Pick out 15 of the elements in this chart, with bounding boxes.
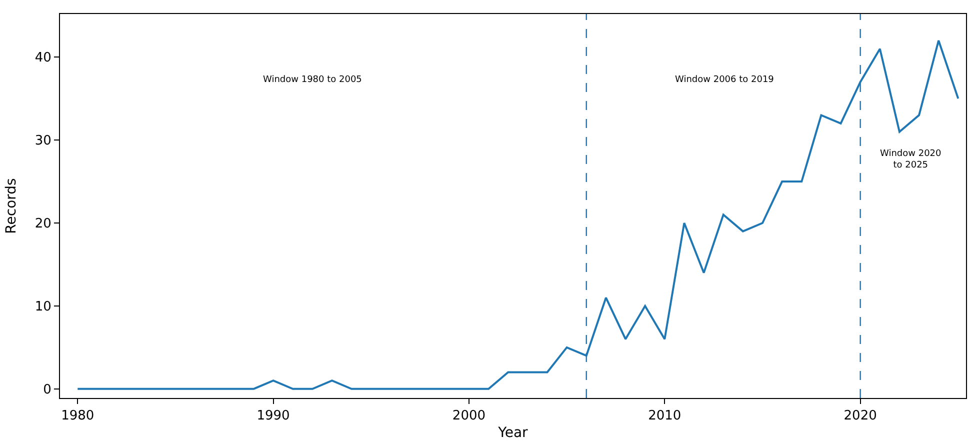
y-tick-label: 40 bbox=[34, 50, 52, 66]
x-tick-label: 2010 bbox=[648, 408, 682, 424]
annotation: Window 1980 to 2005 bbox=[263, 75, 362, 85]
x-axis-title: Year bbox=[497, 424, 528, 441]
x-tick-label: 1990 bbox=[256, 408, 290, 424]
x-tick-label: 2020 bbox=[844, 408, 877, 424]
y-axis-title: Records bbox=[3, 178, 20, 234]
x-tick-label: 1980 bbox=[61, 408, 94, 424]
y-tick-label: 10 bbox=[34, 299, 52, 314]
y-tick-label: 20 bbox=[34, 216, 52, 232]
annotation: Window 2006 to 2019 bbox=[675, 75, 774, 85]
y-tick-label: 30 bbox=[34, 134, 52, 149]
y-tick-label: 0 bbox=[43, 382, 52, 398]
x-tick-label: 2000 bbox=[452, 408, 486, 424]
annotation: Window 2020 to 2025 bbox=[880, 149, 942, 171]
